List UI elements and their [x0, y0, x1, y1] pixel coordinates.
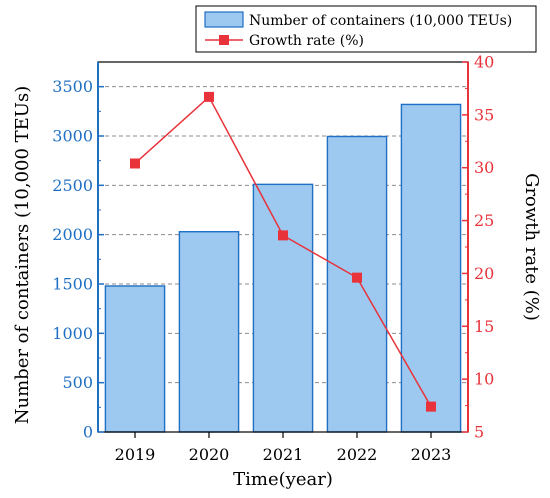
- legend: Number of containers (10,000 TEUs) Growt…: [195, 5, 537, 53]
- legend-line-label: Growth rate (%): [249, 33, 364, 49]
- bar-2021: [252, 183, 314, 433]
- y-axis-title: Number of containers (10,000 TEUs): [12, 86, 33, 424]
- left-tick-label: 1000: [52, 324, 93, 343]
- left-y-axis: 0 500 1000 1500 2000 2500 3000 3500: [52, 62, 104, 442]
- growth-rate-point-2022: [352, 272, 362, 283]
- right-tick-label: 20: [474, 264, 494, 283]
- y2-axis-title: Growth rate (%): [521, 173, 542, 321]
- legend-bar-swatch: [204, 11, 244, 28]
- left-tick-label: 2500: [52, 176, 93, 195]
- right-tick-label: 40: [474, 53, 494, 72]
- legend-bar-label: Number of containers (10,000 TEUs): [249, 13, 512, 29]
- left-tick-label: 2000: [52, 225, 93, 244]
- x-tick-label: 2020: [189, 445, 230, 464]
- bar-2022: [326, 135, 388, 433]
- line-series: [130, 91, 436, 412]
- legend-line-marker: [219, 35, 229, 45]
- right-tick-label: 5: [474, 423, 484, 442]
- right-tick-label: 25: [474, 211, 494, 230]
- left-tick-label: 3500: [52, 77, 93, 96]
- x-tick-label: 2023: [411, 445, 452, 464]
- x-tick-label: 2022: [337, 445, 378, 464]
- growth-rate-point-2020: [204, 91, 214, 102]
- left-tick-label: 500: [62, 373, 93, 392]
- bar-2020: [178, 231, 240, 433]
- x-axis-title: Time(year): [233, 469, 333, 490]
- growth-rate-point-2021: [278, 230, 288, 241]
- left-tick-label: 0: [83, 423, 93, 442]
- growth-rate-point-2023: [426, 401, 436, 412]
- right-y-axis: 5 10 15 20 25 30 35 40: [462, 53, 494, 442]
- legend-box: [195, 5, 537, 53]
- right-tick-label: 15: [474, 317, 494, 336]
- x-axis: 2019 2020 2021 2022 2023: [115, 432, 452, 464]
- bar-2019: [104, 285, 166, 433]
- bar-series: [104, 103, 462, 433]
- right-tick-label: 35: [474, 105, 494, 124]
- bar-2023: [400, 103, 462, 433]
- x-tick-label: 2019: [115, 445, 156, 464]
- right-tick-label: 10: [474, 370, 494, 389]
- left-tick-label: 1500: [52, 275, 93, 294]
- right-tick-label: 30: [474, 158, 494, 177]
- x-tick-label: 2021: [263, 445, 304, 464]
- left-tick-label: 3000: [52, 127, 93, 146]
- growth-rate-point-2019: [130, 158, 140, 169]
